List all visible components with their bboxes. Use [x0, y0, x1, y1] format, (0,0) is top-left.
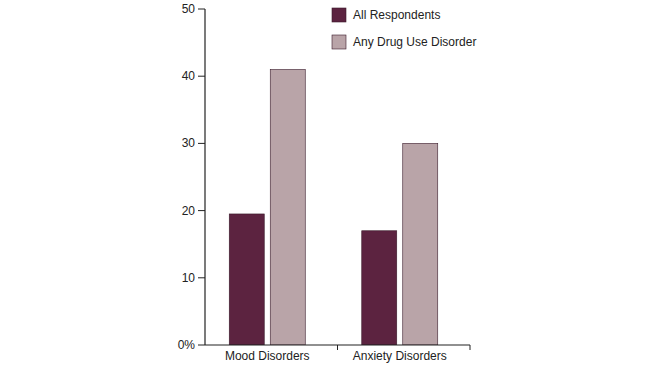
y-tick	[198, 143, 205, 144]
y-tick-label: 20	[182, 204, 196, 218]
y-tick-label: 0%	[178, 338, 196, 352]
bars	[229, 69, 438, 345]
y-tick	[198, 345, 205, 346]
legend-swatch	[332, 8, 346, 22]
y-tick-label: 50	[182, 2, 196, 16]
y-tick-label: 10	[182, 271, 196, 285]
y-tick	[198, 210, 205, 211]
bar	[270, 69, 305, 345]
legend-swatch	[332, 35, 346, 49]
bar	[403, 143, 438, 345]
y-tick	[198, 9, 205, 10]
y-tick	[198, 277, 205, 278]
x-tick	[337, 345, 338, 350]
bar	[362, 231, 397, 345]
y-axis	[204, 9, 205, 345]
bar	[229, 214, 264, 345]
y-tick	[198, 76, 205, 77]
y-tick-label: 40	[182, 69, 196, 83]
category-label: Mood Disorders	[225, 349, 310, 363]
legend-label: All Respondents	[353, 8, 440, 22]
x-tick	[470, 345, 471, 350]
y-tick-label: 30	[182, 136, 196, 150]
category-label: Anxiety Disorders	[353, 349, 447, 363]
legend-label: Any Drug Use Disorder	[353, 35, 476, 49]
